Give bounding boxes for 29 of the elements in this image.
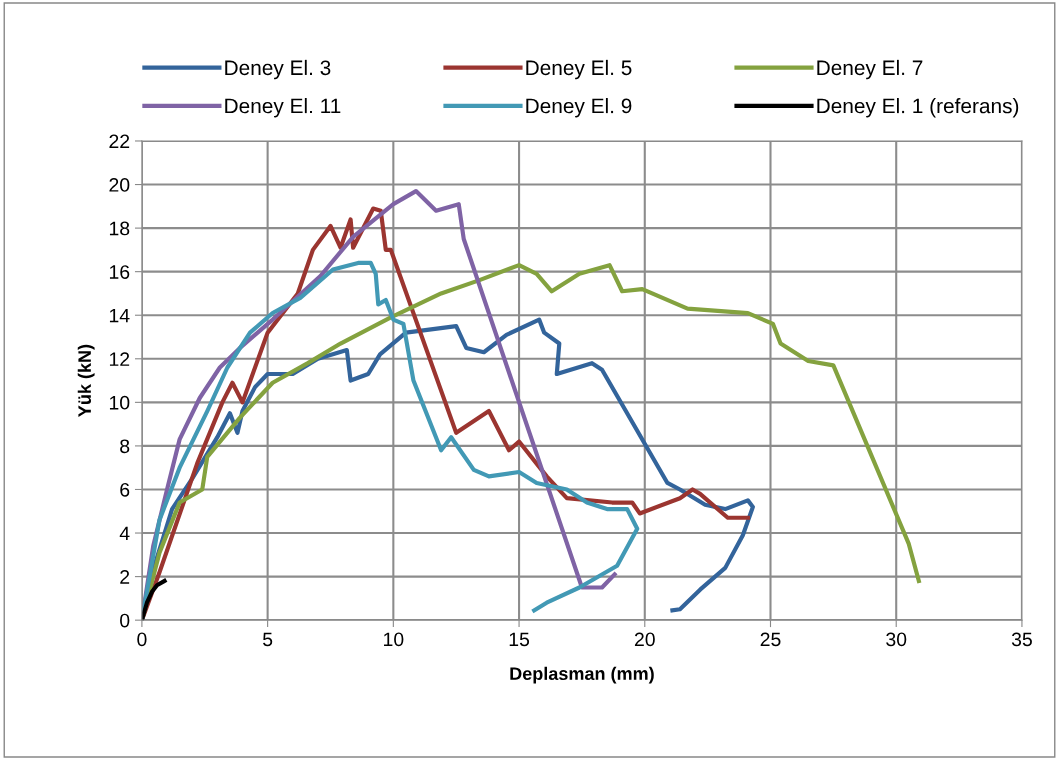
legend-label: Deney El. 3: [225, 59, 331, 80]
y-tick-label: 10: [109, 395, 130, 410]
x-tick-label: 5: [263, 632, 273, 647]
x-tick-label: 10: [384, 632, 404, 647]
y-tick-label: 22: [109, 134, 130, 149]
y-tick-label: 20: [109, 178, 130, 192]
legend-label: Deney El. 9: [526, 98, 632, 118]
y-tick-label: 16: [109, 265, 130, 279]
legend-label: Deney El. 11: [225, 98, 341, 118]
x-tick-label: 25: [760, 632, 781, 647]
x-tick-label: 20: [634, 632, 655, 647]
x-axis-title: Deplasman (mm): [510, 666, 654, 684]
y-tick-label: 4: [119, 526, 130, 541]
legend-label: Deney El. 5: [526, 59, 632, 80]
y-tick-label: 6: [120, 482, 130, 497]
y-tick-label: 2: [120, 570, 130, 584]
y-tick-label: 18: [109, 221, 130, 236]
y-tick-label: 12: [109, 352, 130, 366]
y-tick-label: 8: [120, 439, 130, 454]
legend-label: Deney El. 7: [817, 59, 923, 80]
x-tick-label: 0: [137, 632, 147, 647]
x-tick-label: 15: [509, 632, 530, 647]
y-tick-label: 0: [120, 613, 130, 628]
y-axis-title: Yük (kN): [77, 344, 95, 417]
y-tick-label: 14: [109, 308, 130, 323]
x-tick-label: 35: [1011, 632, 1032, 647]
line-series: [141, 578, 167, 621]
legend-label: Deney El. 1 (referans): [817, 98, 1019, 118]
x-tick-label: 30: [886, 632, 907, 647]
